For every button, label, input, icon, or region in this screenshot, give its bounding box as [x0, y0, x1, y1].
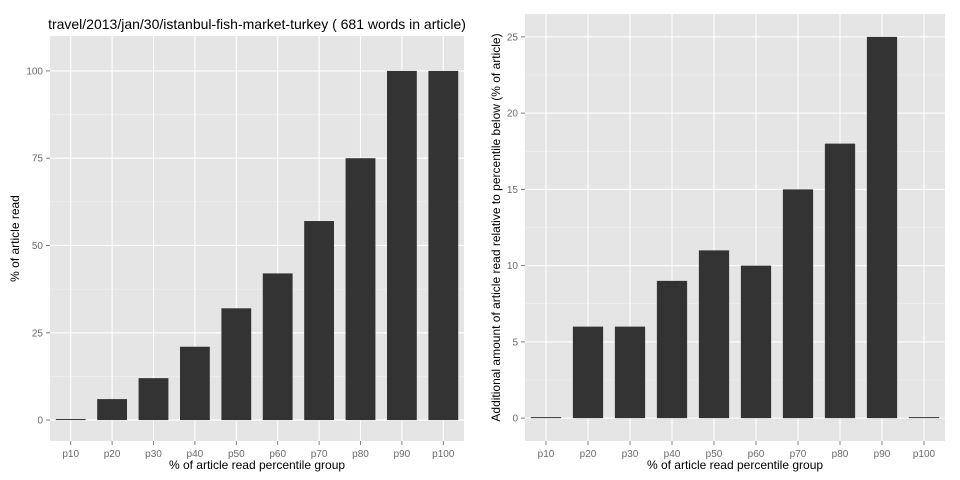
bar-p90: [866, 36, 898, 419]
bar-p80: [345, 158, 376, 421]
x-tick-label: p60: [748, 449, 765, 460]
x-tick-label: p40: [187, 449, 204, 460]
y-tick-label: 10: [507, 261, 519, 272]
x-tick-label: p60: [269, 449, 286, 460]
x-tick-label: p50: [706, 449, 723, 460]
y-tick-label: 0: [37, 416, 43, 427]
x-tick-label: p70: [311, 449, 328, 460]
x-tick-label: p50: [228, 449, 245, 460]
y-tick-label: 25: [507, 32, 519, 43]
x-tick-label: p10: [538, 449, 555, 460]
x-tick-label: p90: [874, 449, 891, 460]
bar-p10: [530, 417, 562, 419]
x-axis-title: % of article read percentile group: [169, 458, 345, 472]
x-tick-label: p20: [580, 449, 597, 460]
x-tick-label: p70: [790, 449, 807, 460]
bar-p70: [782, 189, 814, 419]
bar-p20: [572, 326, 604, 419]
y-axis-title: % of article read: [8, 195, 22, 282]
bar-p50: [221, 308, 252, 421]
bar-p40: [656, 280, 688, 419]
y-tick-label: 50: [32, 241, 44, 252]
bar-p70: [304, 221, 335, 421]
bar-p80: [824, 143, 856, 419]
x-tick-label: p90: [394, 449, 411, 460]
y-tick-label: 25: [32, 328, 44, 339]
x-tick-label: p20: [104, 449, 121, 460]
x-tick-label: p30: [145, 449, 162, 460]
y-tick-label: 5: [512, 337, 518, 348]
y-axis-title: Additional amount of article read relati…: [489, 33, 503, 421]
chart-title: travel/2013/jan/30/istanbul-fish-market-…: [48, 16, 466, 32]
y-tick-label: 75: [32, 154, 44, 165]
bar-p60: [262, 273, 293, 421]
y-tick-label: 15: [507, 185, 519, 196]
y-tick-label: 0: [512, 414, 518, 425]
bar-p90: [386, 70, 417, 421]
x-axis-title: % of article read percentile group: [647, 458, 823, 472]
bar-p100: [908, 417, 940, 419]
bar-p30: [614, 326, 646, 419]
y-tick-label: 100: [26, 66, 43, 77]
x-tick-label: p30: [622, 449, 639, 460]
y-tick-label: 20: [507, 109, 519, 120]
x-tick-label: p40: [664, 449, 681, 460]
x-tick-label: p80: [832, 449, 849, 460]
bar-p50: [698, 250, 730, 419]
bar-p10: [55, 419, 86, 421]
bar-p30: [138, 378, 169, 421]
bar-p60: [740, 265, 772, 419]
x-tick-label: p80: [352, 449, 369, 460]
bar-p20: [97, 399, 128, 421]
x-tick-label: p100: [913, 449, 936, 460]
bar-p100: [428, 70, 459, 421]
x-tick-label: p100: [432, 449, 455, 460]
bar-p40: [179, 346, 210, 421]
x-tick-label: p10: [62, 449, 79, 460]
